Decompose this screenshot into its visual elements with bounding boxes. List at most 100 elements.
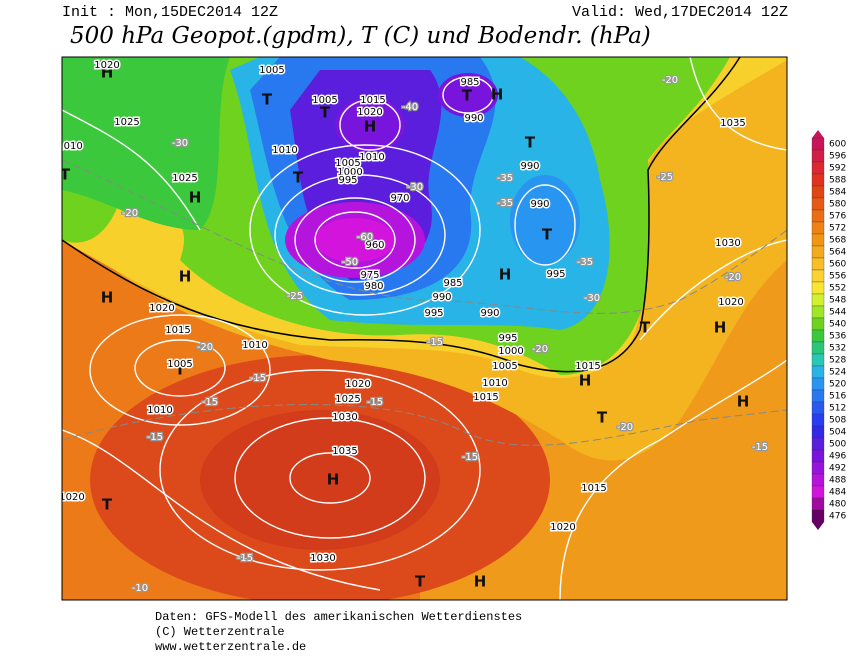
temperature-label: -20 <box>617 422 633 433</box>
isobar-label: 1020 <box>94 60 119 71</box>
temperature-label: -20 <box>197 342 213 353</box>
temperature-label: -25 <box>657 172 673 183</box>
colorbar-label: 560 <box>829 260 846 270</box>
isobar-label: 1005 <box>335 158 360 169</box>
colorbar-swatch <box>811 329 825 343</box>
isobar-label: 1005 <box>492 361 517 372</box>
colorbar-swatch <box>811 437 825 451</box>
isobar-label: 1010 <box>359 152 384 163</box>
pressure-system: H <box>101 289 114 307</box>
isobar-label: 995 <box>546 269 565 280</box>
isobar-label: 1015 <box>360 95 385 106</box>
colorbar-label: 504 <box>829 428 846 438</box>
pressure-system: T <box>262 91 273 109</box>
colorbar-swatch <box>811 161 825 175</box>
colorbar-label: 512 <box>829 404 846 414</box>
isobar-label: 990 <box>432 292 451 303</box>
isobar-label: 1020 <box>550 522 575 533</box>
colorbar-swatch <box>811 233 825 247</box>
isobar-label: 975 <box>360 270 379 281</box>
colorbar-swatch <box>811 149 825 163</box>
colorbar-label: 584 <box>829 188 846 198</box>
isobar-label: 1035 <box>720 118 745 129</box>
pressure-system: H <box>491 86 504 104</box>
isobar-label: 960 <box>365 240 384 251</box>
temperature-label: -35 <box>497 198 513 209</box>
colorbar-swatch <box>811 221 825 235</box>
pressure-system: T <box>293 169 304 187</box>
isobar-label: 1020 <box>345 379 370 390</box>
colorbar-swatch <box>811 197 825 211</box>
pressure-system: T <box>597 409 608 427</box>
colorbar-label: 540 <box>829 320 846 330</box>
temperature-label: -30 <box>172 138 188 149</box>
isobar-label: 990 <box>480 308 499 319</box>
colorbar-label: 488 <box>829 476 846 486</box>
isobar-label: 1005 <box>259 65 284 76</box>
colorbar-label: 484 <box>829 488 846 498</box>
pressure-system: T <box>640 319 651 337</box>
colorbar-label: 548 <box>829 296 846 306</box>
temperature-label: -15 <box>202 397 218 408</box>
isobar-label: 1020 <box>149 303 174 314</box>
temperature-label: -25 <box>287 291 303 302</box>
colorbar-swatch <box>811 377 825 391</box>
colorbar-label: 536 <box>829 332 846 342</box>
colorbar-label: 592 <box>829 164 846 174</box>
isobar-label: 1020 <box>59 492 84 503</box>
colorbar-label: 544 <box>829 308 846 318</box>
colorbar-label: 508 <box>829 416 846 426</box>
temperature-label: -35 <box>497 173 513 184</box>
temperature-label: -15 <box>427 337 443 348</box>
colorbar-swatch <box>811 353 825 367</box>
colorbar-swatch <box>811 173 825 187</box>
colorbar-label: 568 <box>829 236 846 246</box>
colorbar-swatch <box>811 305 825 319</box>
colorbar-label: 596 <box>829 152 846 162</box>
pressure-system: T <box>60 166 71 184</box>
isobar-label: 1025 <box>335 394 360 405</box>
pressure-system: T <box>415 573 426 591</box>
pressure-system: H <box>179 268 192 286</box>
colorbar-label: 556 <box>829 272 846 282</box>
pressure-system: H <box>101 64 114 82</box>
temperature-label: -15 <box>752 442 768 453</box>
pressure-system: H <box>189 189 202 207</box>
isobar-label: 1020 <box>357 107 382 118</box>
temperature-label: -20 <box>662 75 678 86</box>
colorbar-swatch <box>811 365 825 379</box>
isobar-label: 1010 <box>272 145 297 156</box>
isobar-label: 1010 <box>242 340 267 351</box>
pressure-system: H <box>364 118 377 136</box>
valid-time: Valid: Wed,17DEC2014 12Z <box>572 4 788 21</box>
colorbar-label: 588 <box>829 176 846 186</box>
colorbar-label: 476 <box>829 512 846 522</box>
isobar-label: 985 <box>460 77 479 88</box>
isobar-label: 1000 <box>498 346 523 357</box>
colorbar-cap <box>812 522 824 530</box>
temperature-label: -15 <box>237 553 253 564</box>
isobar-label: 985 <box>443 278 462 289</box>
pressure-system: H <box>499 266 512 284</box>
isobar-label: 1005 <box>312 95 337 106</box>
pressure-system: T <box>542 226 553 244</box>
temperature-label: -50 <box>342 257 358 268</box>
isobar-label: 990 <box>520 161 539 172</box>
isobar-label: 1005 <box>167 359 192 370</box>
colorbar-swatch <box>811 341 825 355</box>
temperature-label: -15 <box>147 432 163 443</box>
temperature-label: -60 <box>357 232 373 243</box>
pressure-system: T <box>175 361 186 379</box>
temperature-label: -10 <box>132 583 148 594</box>
isobar-label: 1010 <box>147 405 172 416</box>
isobar-label: 990 <box>530 199 549 210</box>
pressure-system: T <box>102 496 113 514</box>
temperature-label: -20 <box>122 208 138 219</box>
colorbar-label: 532 <box>829 344 846 354</box>
colorbar-swatch <box>811 293 825 307</box>
colorbar-swatch <box>811 185 825 199</box>
footer-line: www.wetterzentrale.de <box>155 640 306 654</box>
temperature-label: -15 <box>462 452 478 463</box>
colorbar-swatch <box>811 461 825 475</box>
colorbar-swatch <box>811 485 825 499</box>
